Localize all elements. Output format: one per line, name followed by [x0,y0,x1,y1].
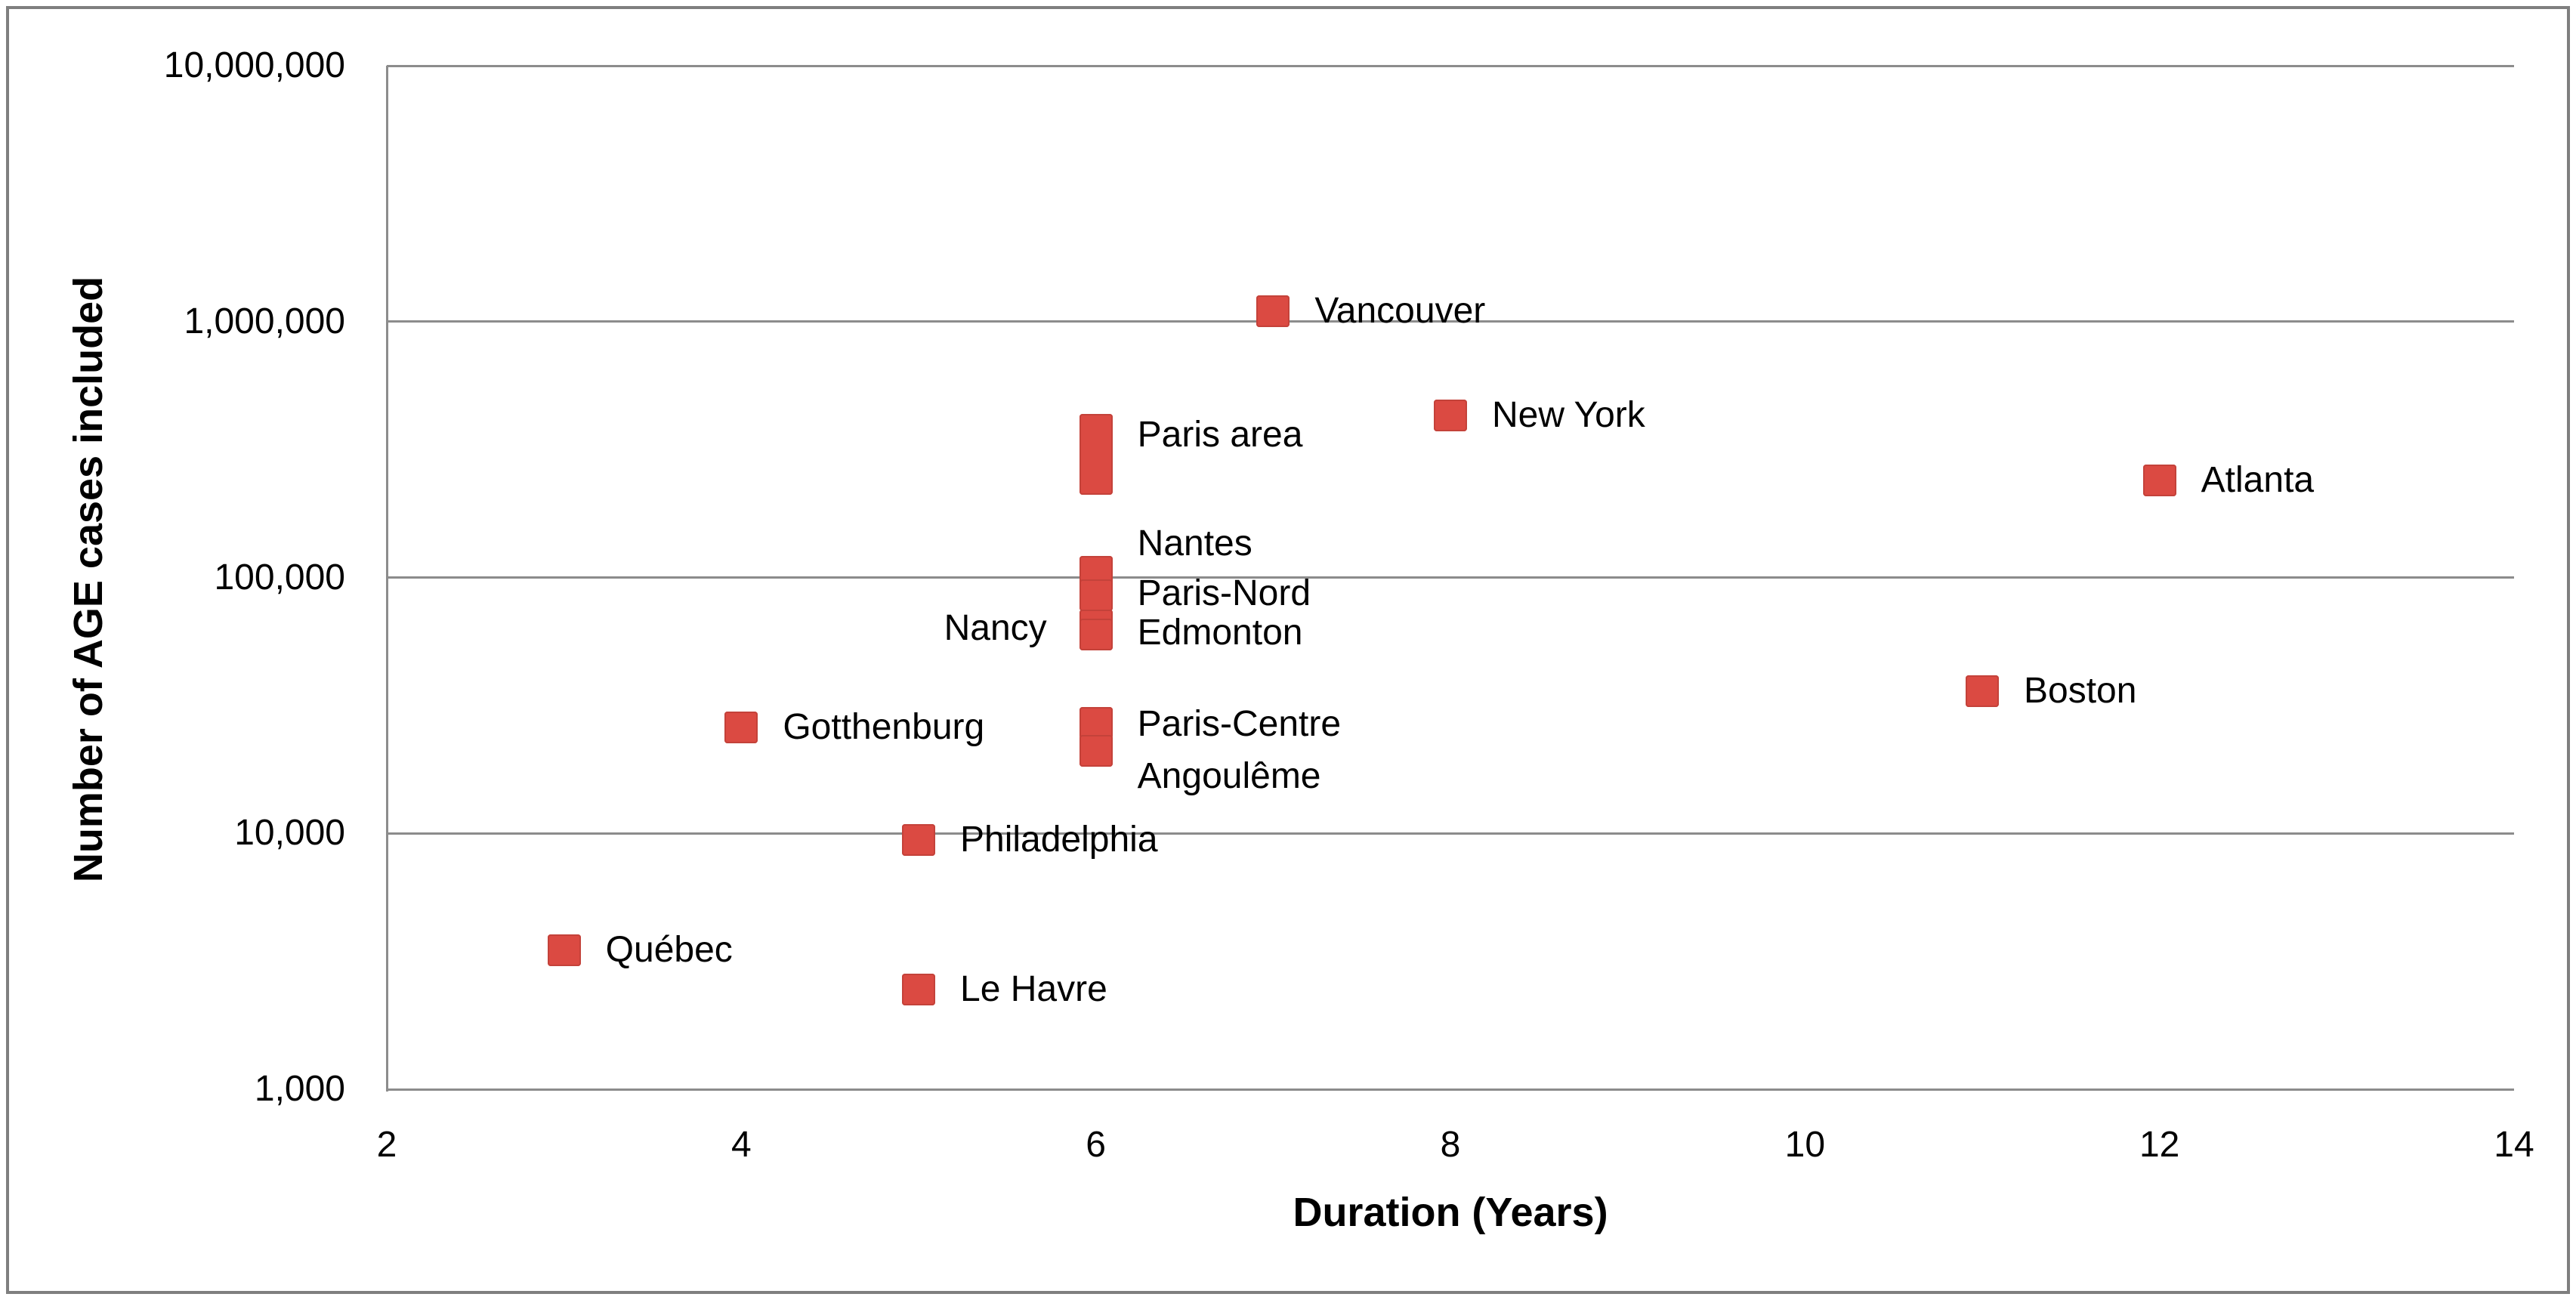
y-tick-label: 10,000,000 [163,45,345,85]
gridline-10-000 [387,832,2514,835]
y-axis-line [385,66,388,1092]
point-label-new-york: New York [1492,394,1645,435]
gridline-10-000-000 [387,64,2514,67]
data-point-new-york [1434,399,1467,431]
point-label-angouleme: Angoulême [1137,756,1321,797]
data-point-boston [1966,675,1999,707]
point-label-edmonton: Edmonton [1137,612,1303,653]
x-tick-label: 14 [2494,1125,2534,1165]
data-point-vancouver [1256,295,1290,327]
point-label-quebec: Québec [605,929,733,970]
x-tick-label: 2 [376,1125,397,1165]
x-tick-label: 10 [1784,1125,1826,1165]
x-tick-label: 8 [1440,1125,1461,1165]
point-label-gotthenburg: Gotthenburg [783,706,985,747]
gridline-100-000 [387,576,2514,579]
point-label-le-havre: Le Havre [960,969,1107,1010]
point-label-paris-centre: Paris-Centre [1137,704,1342,745]
x-axis-title: Duration (Years) [1293,1190,1608,1235]
x-tick-label: 6 [1086,1125,1107,1165]
data-point-philadelphia [902,824,935,857]
point-label-philadelphia: Philadelphia [960,820,1158,860]
data-point-quebec [547,934,581,966]
data-point-paris-centre [1079,707,1113,740]
point-label-paris-nord: Paris-Nord [1137,573,1311,614]
gridline-1-000-000 [387,320,2514,323]
y-tick-label: 100,000 [214,557,345,598]
scatter-chart: Duration (Years) Number of AGE cases inc… [9,9,2567,1291]
point-label-atlanta: Atlanta [2201,459,2315,500]
data-point-atlanta [2142,464,2176,496]
point-label-nantes: Nantes [1137,523,1252,564]
data-point-angouleme [1079,735,1113,767]
x-tick-label: 4 [730,1125,752,1165]
y-tick-label: 1,000,000 [184,301,345,341]
point-label-nancy: Nancy [944,607,1047,648]
data-point-le-havre [902,974,935,1006]
point-label-boston: Boston [2024,670,2137,711]
point-label-paris-area: Paris area [1137,414,1303,455]
data-point-paris-area [1079,414,1113,496]
figure-border: Duration (Years) Number of AGE cases inc… [6,6,2570,1294]
data-point-edmonton [1079,618,1113,650]
point-label-vancouver: Vancouver [1314,290,1486,331]
x-tick-label: 12 [2139,1125,2180,1165]
y-tick-label: 1,000 [254,1069,345,1109]
data-point-paris-nord [1079,579,1113,612]
y-tick-label: 10,000 [234,813,345,854]
data-point-gotthenburg [724,711,758,743]
gridline-1-000 [387,1088,2514,1091]
